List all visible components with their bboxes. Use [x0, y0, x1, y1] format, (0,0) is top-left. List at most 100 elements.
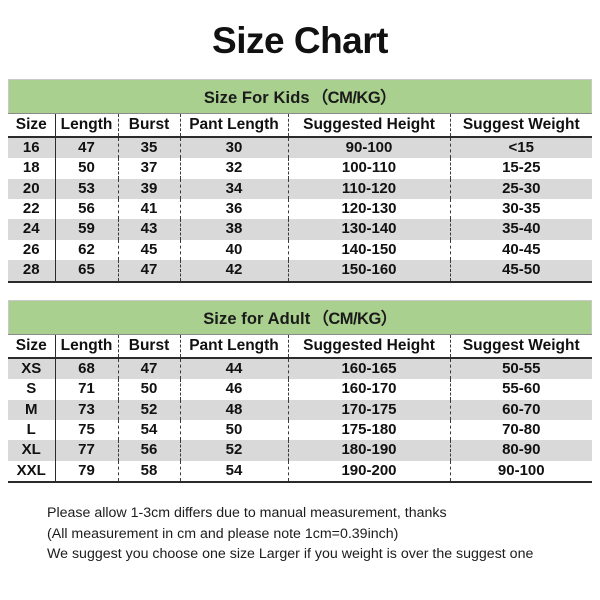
cell-length: 65	[54, 260, 118, 283]
cell-suggest-weight: <15	[449, 136, 592, 159]
table-row: 28 65 47 42 150-160 45-50	[8, 260, 592, 283]
cell-pant-length: 52	[179, 440, 288, 461]
cell-suggested-height: 150-160	[287, 260, 450, 283]
cell-pant-length: 38	[179, 219, 288, 240]
cell-suggest-weight: 50-55	[449, 357, 592, 380]
cell-suggest-weight: 35-40	[449, 219, 592, 240]
cell-size: 22	[22, 200, 40, 218]
cell-pant-length: 32	[179, 158, 288, 179]
cell-size: 18	[22, 159, 40, 177]
adult-band-label: Size for Adult	[203, 309, 311, 328]
cell-suggested-height: 180-190	[287, 440, 450, 461]
cell-suggested-height: 160-170	[287, 379, 450, 400]
table-row: 26 62 45 40 140-150 40-45	[8, 239, 592, 261]
note-line-2: (All measurement in cm and please note 1…	[47, 525, 399, 542]
cell-length: 73	[54, 399, 118, 420]
cell-pant-length: 40	[179, 239, 288, 261]
kids-size-table-block: Size For Kids （CM/KG） Size Length Burst P…	[8, 78, 592, 283]
cell-suggest-weight: 40-45	[449, 239, 592, 261]
table-row: S 71 50 46 160-170 55-60	[8, 379, 592, 400]
cell-burst: 37	[117, 158, 180, 179]
cell-burst: 35	[117, 136, 180, 159]
cell-pant-length: 30	[179, 136, 288, 159]
cell-suggest-weight: 15-25	[449, 158, 592, 179]
column-header-length: Length	[54, 112, 118, 138]
kids-table-body: 16 47 35 30 90-100 <15 18 50 37 32 100-1…	[8, 136, 592, 283]
cell-suggest-weight: 60-70	[449, 399, 592, 420]
table-row: 18 50 37 32 100-110 15-25	[8, 158, 592, 179]
table-row: 16 47 35 30 90-100 <15	[8, 136, 592, 159]
cell-size: 28	[8, 260, 55, 283]
cell-size: 24	[8, 219, 55, 240]
column-header-suggest-weight: Suggest Weight	[449, 333, 592, 359]
cell-suggested-height: 100-110	[287, 158, 450, 179]
cell-length: 47	[54, 136, 118, 159]
adult-table-band: Size for Adult （CM/KG）	[8, 299, 592, 334]
cell-pant-length: 42	[179, 260, 288, 283]
table-row: M 73 52 48 170-175 60-70	[8, 399, 592, 420]
cell-pant-length: 34	[179, 178, 288, 200]
cell-length: 50	[54, 158, 118, 179]
cell-suggest-weight: 25-30	[449, 178, 592, 200]
cell-burst: 54	[117, 419, 180, 441]
cell-size: XXL	[8, 460, 55, 484]
cell-length: 62	[54, 239, 118, 261]
column-header-burst: Burst	[117, 112, 180, 138]
cell-suggested-height: 170-175	[287, 399, 450, 420]
table-row: 24 59 43 38 130-140 35-40	[8, 219, 592, 240]
note-line-3: We suggest you choose one size Larger if…	[47, 546, 534, 563]
cell-suggest-weight: 90-100	[449, 460, 592, 484]
cell-size: 26	[22, 240, 40, 258]
kids-size-table: Size Length Burst Pant Length Suggested …	[8, 112, 592, 283]
cell-size: XS	[8, 357, 55, 380]
cell-length: 56	[54, 199, 118, 220]
cell-pant-length: 48	[179, 399, 288, 420]
column-header-pant-length: Pant Length	[179, 333, 288, 359]
cell-pant-length: 50	[179, 419, 288, 441]
cell-suggest-weight: 80-90	[449, 440, 592, 461]
column-header-suggest-weight: Suggest Weight	[449, 112, 592, 138]
cell-suggested-height: 110-120	[287, 178, 450, 200]
cell-suggest-weight: 30-35	[449, 199, 592, 220]
column-header-suggested-height: Suggested Height	[287, 112, 450, 138]
cell-suggested-height: 120-130	[287, 199, 450, 220]
cell-burst: 39	[117, 178, 180, 200]
cell-pant-length: 46	[179, 379, 288, 400]
cell-burst: 50	[117, 379, 180, 400]
adult-band-unit: （CM/KG）	[312, 309, 397, 328]
table-row: 20 53 39 34 110-120 25-30	[8, 178, 592, 200]
column-header-length: Length	[54, 333, 118, 359]
kids-band-label: Size For Kids	[203, 88, 310, 107]
cell-length: 71	[54, 379, 118, 400]
column-header-size: Size	[8, 333, 55, 359]
column-header-pant-length: Pant Length	[179, 112, 288, 138]
kids-band-unit: （CM/KG）	[311, 88, 397, 107]
cell-pant-length: 44	[179, 357, 288, 380]
cell-burst: 56	[117, 440, 180, 461]
cell-length: 77	[54, 440, 118, 461]
page-title: Size Chart	[212, 20, 388, 61]
cell-burst: 41	[117, 199, 180, 220]
kids-table-header-row: Size Length Burst Pant Length Suggested …	[8, 112, 592, 138]
column-header-size: Size	[8, 112, 55, 138]
cell-suggest-weight: 55-60	[449, 379, 592, 400]
cell-burst: 47	[117, 260, 180, 283]
cell-suggested-height: 175-180	[287, 419, 450, 441]
cell-suggested-height: 190-200	[287, 460, 450, 484]
cell-suggest-weight: 70-80	[449, 419, 592, 441]
cell-suggested-height: 90-100	[287, 136, 450, 159]
cell-suggested-height: 160-165	[287, 357, 450, 380]
note-line-1: Please allow 1-3cm differs due to manual…	[47, 505, 447, 522]
cell-size: S	[26, 380, 37, 398]
column-header-suggested-height: Suggested Height	[287, 333, 450, 359]
cell-size: M	[8, 399, 55, 420]
adult-table-header-row: Size Length Burst Pant Length Suggested …	[8, 333, 592, 359]
cell-size: 20	[8, 178, 55, 200]
table-row: 22 56 41 36 120-130 30-35	[8, 199, 592, 220]
table-row: L 75 54 50 175-180 70-80	[8, 419, 592, 441]
kids-table-band: Size For Kids （CM/KG）	[8, 78, 592, 113]
cell-length: 79	[54, 460, 118, 484]
cell-burst: 45	[117, 239, 180, 261]
cell-burst: 52	[117, 399, 180, 420]
